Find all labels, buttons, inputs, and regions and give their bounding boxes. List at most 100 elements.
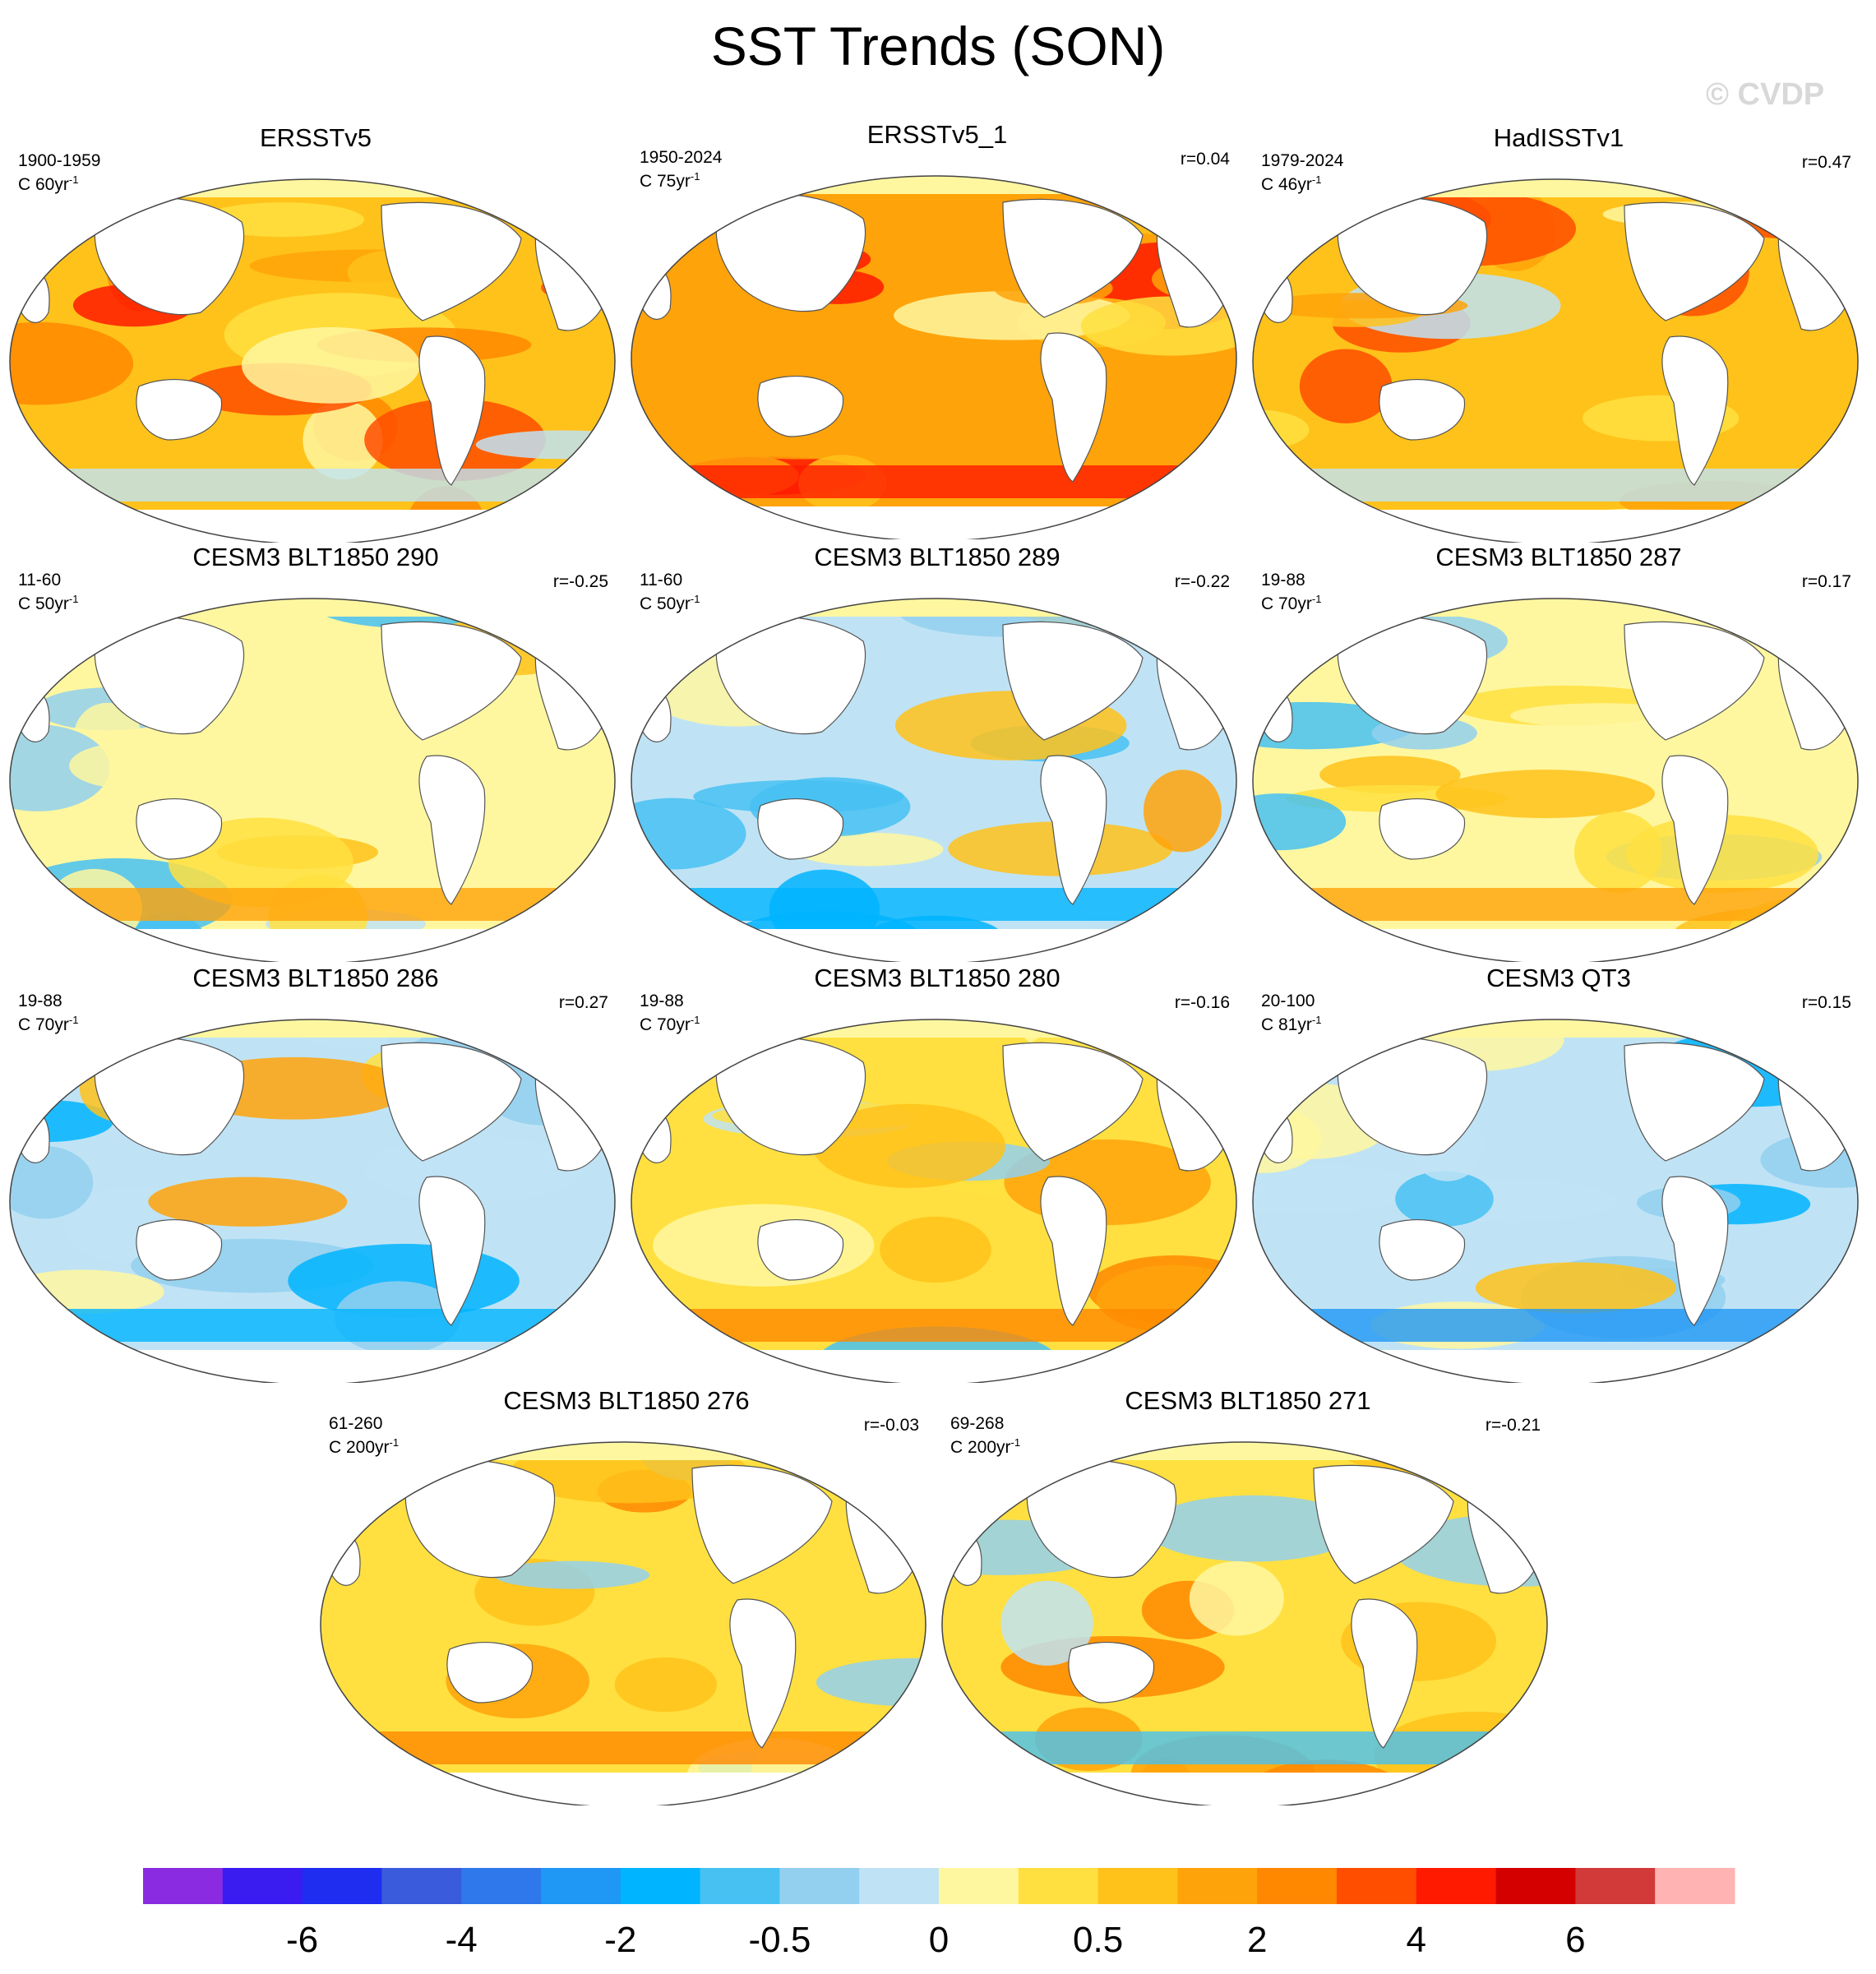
colorbar-segment: [1575, 1868, 1656, 1904]
period-label: 19-88 C 70yr-1: [640, 992, 700, 1034]
anomaly-blob: [303, 400, 383, 480]
period-label: 61-260 C 200yr-1: [329, 1414, 399, 1457]
anomaly-blob: [493, 1560, 650, 1589]
anomaly-blob: [1435, 770, 1655, 819]
trend-exponent: -1: [1010, 1436, 1021, 1449]
period-label: 1950-2024 C 75yr-1: [640, 148, 722, 191]
land-mass: [94, 615, 245, 735]
anomaly-blob: [242, 326, 420, 404]
anomaly-blob: [1573, 811, 1662, 893]
trend-units: C 200yr-1: [950, 1436, 1021, 1457]
colorbar-tick-label: 6: [1565, 1920, 1585, 1960]
colorbar-tick-label: -6: [286, 1920, 318, 1960]
panel-title: CESM3 BLT1850 271: [1125, 1386, 1371, 1415]
land-mass: [446, 1641, 534, 1704]
land-mass: [404, 1459, 556, 1579]
period-years: 19-88: [640, 992, 684, 1010]
trend-units: C 50yr-1: [18, 593, 79, 613]
land-mass: [94, 196, 245, 316]
map-outline: [320, 1441, 926, 1805]
anomaly-blob: [69, 742, 183, 788]
period-label: 1900-1959 C 60yr-1: [18, 151, 100, 194]
land-mass: [1002, 198, 1144, 318]
southern-ocean-band: [10, 888, 615, 921]
land-mass: [1313, 1464, 1454, 1584]
land-mass: [136, 378, 223, 441]
colorbar-segment: [1097, 1868, 1178, 1904]
anomaly-blob: [1395, 1171, 1494, 1227]
land-mass: [757, 797, 844, 860]
colorbar-segment: [1495, 1868, 1576, 1904]
anomaly-blob: [614, 1657, 717, 1713]
land-mass: [1337, 615, 1488, 735]
map-panel: HadISSTv1 1979-2024 C 46yr-1 r=0.47: [1246, 123, 1871, 543]
trend-units: C 60yr-1: [18, 173, 79, 194]
period-label: 11-60 C 50yr-1: [640, 571, 700, 613]
land-mass: [1661, 335, 1729, 486]
map-outline: [1252, 598, 1859, 962]
period-label: 20-100 C 81yr-1: [1261, 992, 1321, 1034]
sst-map: [1252, 1019, 1859, 1383]
period-years: 1950-2024: [640, 148, 723, 167]
anomaly-blob: [1299, 349, 1393, 423]
land-mass: [418, 1176, 486, 1326]
panel-title: CESM3 BLT1850 276: [503, 1386, 750, 1415]
map-panel: CESM3 BLT1850 287 19-88 C 70yr-1 r=0.17: [1246, 543, 1871, 962]
land-mass: [1040, 332, 1107, 483]
colorbar-tick-label: -0.5: [748, 1920, 811, 1960]
cvdp-watermark: © CVDP: [1706, 77, 1825, 112]
period-years: 11-60: [640, 571, 683, 589]
anomaly-blob: [715, 433, 885, 460]
trend-units: C 70yr-1: [1261, 593, 1322, 613]
correlation-label: r=0.27: [558, 993, 608, 1012]
period-years: 19-88: [1261, 571, 1305, 589]
land-mass: [1351, 1598, 1418, 1749]
colorbar-segment: [1337, 1868, 1417, 1904]
map-outline: [1252, 1019, 1859, 1383]
trend-exponent: -1: [1311, 593, 1322, 605]
colorbar-tick-label: -4: [446, 1920, 478, 1960]
land-mass: [757, 375, 844, 437]
correlation-label: r=0.04: [1180, 150, 1230, 169]
colorbar-segment: [302, 1868, 382, 1904]
colorbar-tick-label: 2: [1247, 1920, 1267, 1960]
trend-exponent: -1: [690, 170, 700, 183]
colorbar-segment: [1018, 1868, 1099, 1904]
land-mass: [757, 1218, 844, 1281]
anomaly-blob: [1253, 793, 1347, 851]
colorbar-segment: [541, 1868, 621, 1904]
land-mass: [1002, 621, 1144, 741]
panel-title: ERSSTv5_1: [866, 120, 1008, 149]
southern-ocean-band: [631, 465, 1236, 498]
land-mass: [691, 1464, 833, 1584]
land-mass: [1068, 1641, 1155, 1704]
sst-map: [941, 1441, 1548, 1805]
land-mass: [1661, 755, 1729, 905]
land-mass: [136, 797, 223, 860]
land-mass: [715, 192, 866, 312]
map-panel: CESM3 BLT1850 271 69-268 C 200yr-1 r=-0.21: [936, 1386, 1560, 1805]
map-outline: [1252, 178, 1859, 543]
sst-map: [9, 1019, 616, 1383]
southern-ocean-band: [631, 1309, 1236, 1342]
colorbar-segment: [1257, 1868, 1338, 1904]
land-mass: [1040, 755, 1107, 905]
map-outline: [9, 598, 616, 962]
trend-exponent: -1: [68, 173, 79, 186]
southern-ocean-band: [1253, 469, 1858, 502]
anomaly-blob: [1143, 770, 1222, 853]
correlation-label: r=-0.03: [863, 1416, 919, 1435]
anomaly-blob: [880, 1216, 991, 1283]
anomaly-blob: [1475, 1262, 1676, 1314]
correlation-label: r=-0.22: [1174, 572, 1230, 591]
period-years: 61-260: [329, 1414, 383, 1433]
land-mass: [418, 755, 486, 905]
map-panel: CESM3 BLT1850 290 11-60 C 50yr-1 r=-0.25: [3, 543, 628, 962]
period-label: 19-88 C 70yr-1: [18, 992, 78, 1034]
period-years: 11-60: [18, 571, 62, 589]
map-panel: CESM3 BLT1850 280 19-88 C 70yr-1 r=-0.16: [625, 964, 1250, 1383]
trend-units: C 70yr-1: [640, 1014, 700, 1034]
colorbar-tick-label: 0: [929, 1920, 949, 1960]
colorbar-tick-label: 4: [1407, 1920, 1426, 1960]
colorbar-segment: [143, 1868, 224, 1904]
